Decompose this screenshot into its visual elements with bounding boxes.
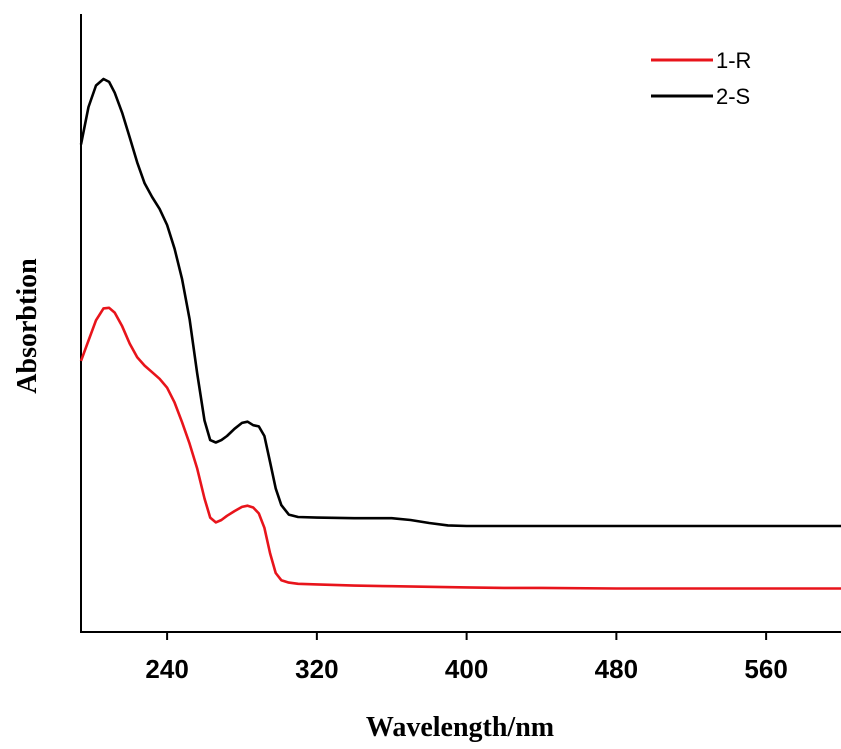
plot-area [79,77,841,590]
x-ticks: 240 320 400 480 560 [145,632,788,684]
y-axis-title: Absorbtion [12,258,43,394]
series-line-2-s [79,77,841,528]
legend: 1-R2-S [651,48,751,109]
x-tick-label: 560 [744,654,787,684]
x-tick-label: 240 [145,654,188,684]
x-tick-label: 320 [295,654,338,684]
legend-label-2-s: 2-S [716,84,750,109]
series-line-1-r [79,306,841,590]
x-axis-title: Wavelength/nm [366,712,554,743]
x-tick-label: 400 [445,654,488,684]
x-tick-label: 480 [595,654,638,684]
legend-label-1-r: 1-R [716,48,751,73]
axes [80,14,841,633]
